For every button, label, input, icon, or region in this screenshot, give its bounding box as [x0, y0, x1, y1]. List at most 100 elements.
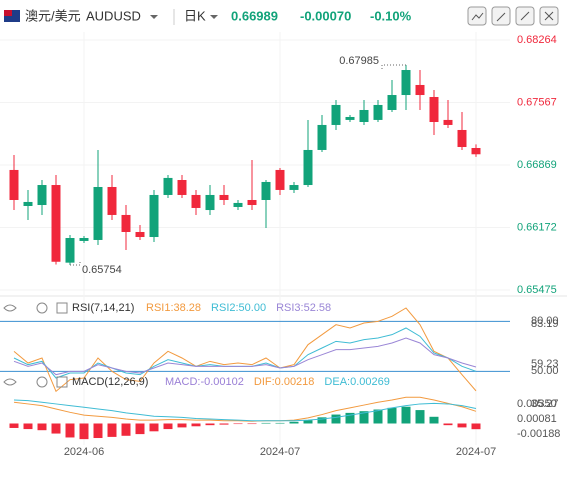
histogram-bar: [121, 423, 131, 436]
toolbar: [467, 6, 559, 26]
indicator-line: [13, 399, 477, 422]
expand-icon: [56, 376, 68, 388]
header: 澳元/美元 AUDUSD 日K 0.66989 -0.00070 -0.10%: [4, 6, 559, 26]
y-tick-label: 59.23: [531, 358, 559, 370]
histogram-bar: [191, 423, 201, 427]
histogram-bar: [457, 423, 467, 428]
reference-label: 50.00: [531, 365, 559, 377]
y-tick-label: 0.00081: [517, 413, 557, 425]
candle-body: [471, 147, 481, 155]
change-pct: -0.10%: [370, 8, 412, 23]
histogram-bar: [401, 406, 411, 424]
histogram-bar: [93, 423, 103, 439]
candle-body: [51, 185, 61, 262]
candle-body: [93, 186, 103, 240]
y-tick-label: -0.00188: [517, 428, 560, 440]
y-tick-label: 0.66172: [517, 221, 557, 233]
histogram-bar: [219, 423, 229, 425]
histogram-bar: [149, 423, 159, 432]
dropdown-arrow[interactable]: [210, 15, 218, 19]
candle-body: [331, 104, 341, 125]
visibility-icon: [3, 378, 17, 386]
toolbar-icon: [471, 11, 554, 22]
symbol[interactable]: AUDUSD: [86, 8, 141, 23]
reference-label: 80.00: [531, 315, 559, 327]
expand-icon: [56, 302, 68, 314]
period[interactable]: 日K: [184, 8, 206, 23]
candle-body: [401, 70, 411, 96]
histogram-bar: [317, 417, 327, 424]
histogram-bar: [205, 423, 215, 426]
candle-body: [9, 169, 19, 200]
y-tick-label: 0.66869: [517, 159, 557, 171]
candle-body: [121, 214, 131, 232]
candle-body: [219, 194, 229, 200]
y-tick-label: 0.68264: [517, 34, 557, 46]
change: -0.00070: [300, 8, 351, 23]
candle-body: [23, 201, 33, 206]
legend-entry: MACD:-0.00102: [165, 376, 244, 388]
histogram-bar: [443, 423, 453, 426]
histogram-bar: [37, 423, 47, 431]
histogram-bar: [247, 423, 257, 425]
legend-entry: DIF:0.00218: [254, 376, 315, 388]
settings-icon: [36, 376, 48, 388]
candle-body: [457, 129, 467, 148]
x-tick-label: 2024-07: [456, 446, 496, 458]
histogram-bar: [289, 421, 299, 424]
candle-body: [107, 186, 117, 215]
y-tick-label: 35.27: [531, 398, 559, 410]
histogram-bar: [471, 423, 481, 430]
histogram-bar: [359, 411, 369, 424]
histogram-bar: [177, 423, 187, 428]
candle-body: [247, 199, 257, 206]
histogram-bar: [9, 423, 19, 428]
histogram-bar: [51, 423, 61, 434]
candle-body: [359, 109, 369, 123]
indicator-line: [13, 396, 477, 422]
histogram-bar: [429, 416, 439, 424]
indicator-title: MACD(12,26,9): [72, 376, 148, 388]
legend-entry: RSI2:50.00: [211, 302, 266, 314]
dropdown-arrow[interactable]: [150, 15, 158, 19]
x-tick-label: 2024-06: [64, 446, 104, 458]
candle-body: [233, 202, 243, 207]
histogram-bar: [373, 409, 383, 424]
histogram-bar: [275, 422, 285, 424]
settings-icon: [36, 302, 48, 314]
y-tick-label: 0.00350: [517, 398, 557, 410]
candle-body: [261, 181, 271, 200]
flag-icon: [4, 10, 12, 16]
candle-body: [345, 116, 355, 120]
candle-body: [289, 185, 299, 190]
candle-body: [303, 149, 313, 186]
y-tick-label: 0.67567: [517, 96, 557, 108]
legend-entry: DEA:0.00269: [324, 376, 389, 388]
candle-body: [443, 119, 453, 125]
y-tick-label: 83.19: [531, 318, 559, 330]
candle-body: [37, 185, 47, 206]
histogram-bar: [135, 423, 145, 435]
histogram-bar: [387, 407, 397, 424]
candle-body: [317, 124, 327, 150]
histogram-bar: [345, 412, 355, 424]
price: 0.66989: [231, 8, 278, 23]
candle-body: [373, 104, 383, 120]
annotation-leader: [70, 259, 81, 266]
indicator-title: RSI(7,14,21): [72, 302, 134, 314]
candle-body: [191, 194, 201, 208]
histogram-bar: [331, 414, 341, 424]
histogram-bar: [23, 423, 33, 430]
histogram-bar: [233, 423, 243, 425]
draw-button[interactable]: [491, 6, 511, 26]
legend-entry: RSI3:52.58: [276, 302, 331, 314]
high-annotation: 0.67985: [339, 55, 379, 67]
x-tick-label: 2024-07: [260, 446, 300, 458]
pair-name[interactable]: 澳元/美元: [25, 8, 81, 23]
histogram-bar: [303, 420, 313, 424]
candle-body: [135, 231, 145, 238]
legend-entry: RSI1:38.28: [146, 302, 201, 314]
candle-body: [149, 194, 159, 238]
